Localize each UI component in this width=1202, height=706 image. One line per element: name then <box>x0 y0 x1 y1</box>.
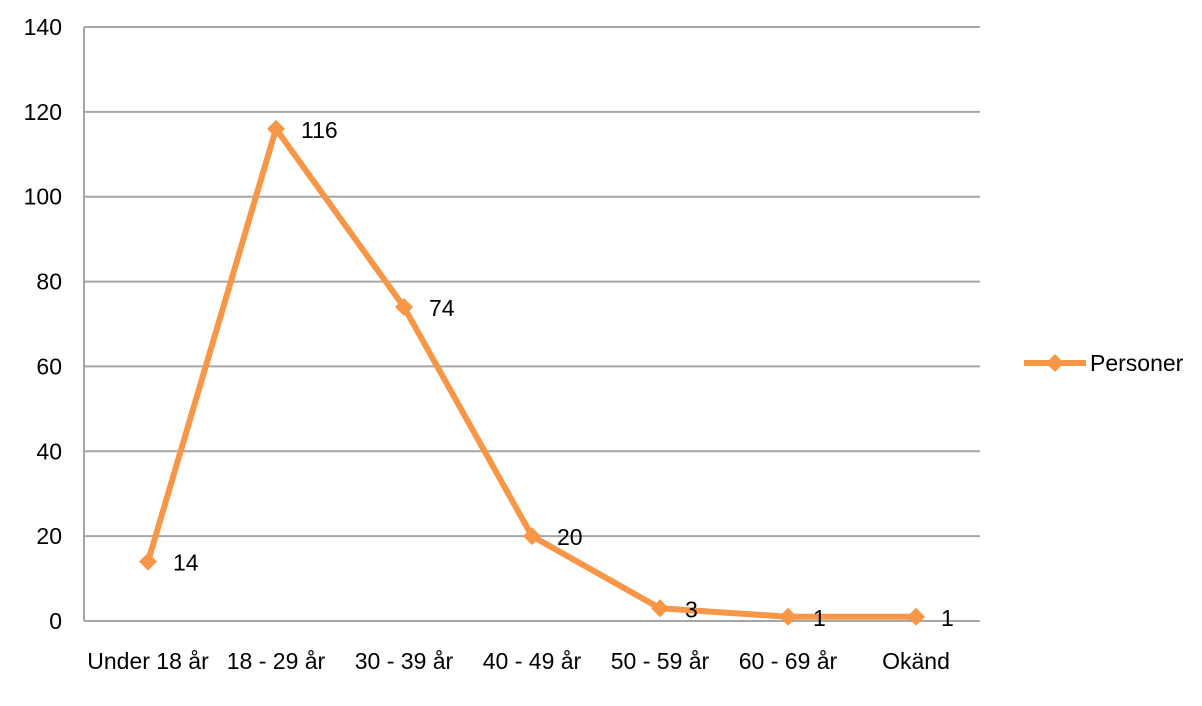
legend: Personer <box>1024 350 1184 376</box>
data-point-marker <box>267 119 285 138</box>
data-point-marker <box>779 607 797 626</box>
data-point-marker <box>907 607 925 626</box>
legend-marker-personer <box>1046 354 1064 372</box>
data-label: 14 <box>173 550 199 576</box>
gridlines <box>84 26 980 538</box>
x-tick-label: Under 18 år <box>87 648 209 674</box>
x-tick-label: Okänd <box>882 648 950 674</box>
y-tick-label: 120 <box>24 99 62 125</box>
data-labels: 14 116 74 20 3 1 1 <box>173 117 954 631</box>
data-point-marker <box>395 298 413 317</box>
data-label: 1 <box>941 605 954 631</box>
x-tick-label: 40 - 49 år <box>483 648 582 674</box>
y-tick-label: 0 <box>49 608 62 634</box>
y-tick-label: 60 <box>36 353 62 379</box>
x-tick-label: 60 - 69 år <box>739 648 838 674</box>
x-tick-label: 50 - 59 år <box>611 648 710 674</box>
y-tick-label: 40 <box>36 438 62 464</box>
y-tick-label: 100 <box>24 184 62 210</box>
data-label: 20 <box>557 524 583 550</box>
data-label: 74 <box>429 295 455 321</box>
x-tick-label: 30 - 39 år <box>355 648 454 674</box>
y-tick-label: 80 <box>36 269 62 295</box>
x-tick-label: 18 - 29 år <box>227 648 326 674</box>
y-tick-label: 140 <box>24 14 62 40</box>
series-personer <box>139 119 925 626</box>
data-point-marker <box>651 599 669 618</box>
data-label: 1 <box>813 605 826 631</box>
data-label: 116 <box>301 117 338 143</box>
data-point-marker <box>523 527 541 546</box>
legend-label-personer: Personer <box>1090 350 1184 376</box>
y-tick-label: 20 <box>36 523 62 549</box>
y-axis: 0 20 40 60 80 100 120 140 <box>24 14 85 634</box>
x-axis: Under 18 år 18 - 29 år 30 - 39 år 40 - 49 å… <box>84 620 980 674</box>
data-point-marker <box>139 552 157 571</box>
data-label: 3 <box>685 596 698 622</box>
